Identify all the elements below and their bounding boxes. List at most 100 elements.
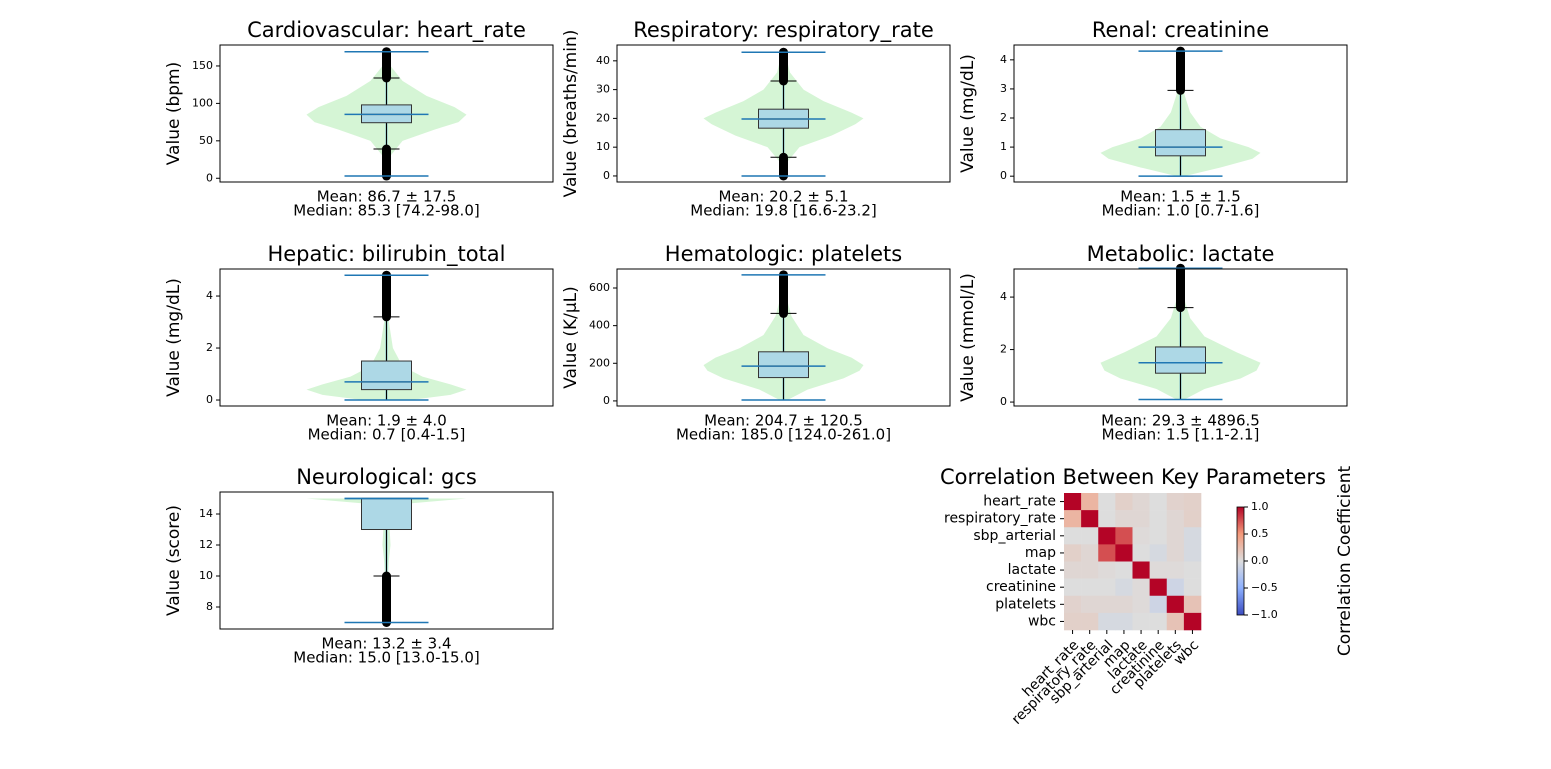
- heatmap-cell: [1183, 510, 1202, 528]
- violin-half: [1100, 51, 1181, 177]
- heatmap-cell: [1166, 527, 1185, 545]
- stat-annotation: Mean: 86.7 ± 17.5: [317, 188, 457, 206]
- heatmap-cell: [1064, 578, 1082, 597]
- heatmap-cell: [1098, 493, 1116, 511]
- y-tick-label: 100: [192, 96, 213, 109]
- y-tick-label: 8: [206, 600, 213, 613]
- heatmap-cell: [1115, 544, 1133, 562]
- heatmap-cell: [1149, 561, 1168, 579]
- stat-annotation: Mean: 29.3 ± 4896.5: [1101, 412, 1260, 430]
- heatmap-cell: [1149, 544, 1168, 562]
- stat-annotation: Median: 185.0 [124.0-261.0]: [676, 426, 891, 444]
- heatmap-cell: [1115, 595, 1133, 614]
- violin-half: [783, 52, 864, 176]
- heatmap-cell: [1081, 544, 1099, 562]
- stat-annotation: Mean: 1.5 ± 1.5: [1120, 188, 1241, 206]
- heatmap-cell: [1081, 578, 1099, 597]
- y-tick-label: 50: [199, 134, 213, 147]
- heatmap-cell: [1081, 595, 1099, 614]
- y-tick-label: 0: [206, 393, 213, 406]
- heatmap-cell: [1115, 510, 1133, 528]
- heatmap-cell: [1183, 544, 1202, 562]
- colorbar: [1236, 506, 1245, 616]
- y-tick-label: 0: [1000, 395, 1007, 408]
- heatmap-cell: [1149, 493, 1168, 511]
- panel-title: Respiratory: respiratory_rate: [633, 18, 934, 43]
- y-tick-label: 150: [192, 59, 213, 72]
- heatmap-cell: [1132, 612, 1150, 631]
- y-tick-label: 40: [596, 54, 610, 67]
- stat-annotation: Mean: 13.2 ± 3.4: [321, 635, 451, 653]
- y-tick-label: 200: [589, 356, 610, 369]
- heatmap-cell: [1098, 544, 1116, 562]
- heatmap-cell: [1098, 561, 1116, 579]
- heatmap-cell: [1166, 578, 1185, 597]
- row-label: map: [1025, 545, 1056, 561]
- y-tick-label: 12: [199, 538, 213, 551]
- y-axis-label: Value (mg/dL): [164, 278, 184, 397]
- y-tick-label: 1: [1000, 140, 1007, 153]
- row-label: platelets: [995, 596, 1056, 612]
- heatmap-cell: [1166, 612, 1185, 631]
- stat-annotation: Median: 1.0 [0.7-1.6]: [1102, 202, 1260, 220]
- stat-annotation: Mean: 20.2 ± 5.1: [718, 188, 848, 206]
- heatmap-cell: [1081, 527, 1099, 545]
- heatmap-cell: [1081, 612, 1099, 631]
- heatmap-cell: [1166, 595, 1185, 614]
- heatmap-cell: [1166, 510, 1185, 528]
- stat-annotation: Median: 15.0 [13.0-15.0]: [293, 649, 479, 667]
- violin-half: [783, 274, 864, 400]
- heatmap-cell: [1132, 544, 1150, 562]
- stat-annotation: Mean: 204.7 ± 120.5: [704, 412, 863, 430]
- violin-half: [1180, 268, 1261, 400]
- heatmap-cell: [1098, 612, 1116, 631]
- box: [1155, 129, 1206, 157]
- heatmap-cell: [1115, 578, 1133, 597]
- heatmap-cell: [1183, 612, 1202, 631]
- plot-frame: [219, 268, 554, 407]
- heatmap-cell: [1183, 561, 1202, 579]
- y-axis-label: Value (mmol/L): [958, 273, 978, 402]
- panel-title: Metabolic: lactate: [1087, 242, 1275, 266]
- heatmap-cell: [1166, 561, 1185, 579]
- panel-title: Cardiovascular: heart_rate: [247, 18, 526, 43]
- panel-title: Renal: creatinine: [1092, 18, 1269, 42]
- colorbar-tick-label: −1.0: [1251, 608, 1278, 621]
- y-tick-label: 10: [199, 569, 213, 582]
- heatmap-cell: [1166, 493, 1185, 511]
- violin-half: [703, 52, 784, 176]
- stat-annotation: Median: 19.8 [16.6-23.2]: [690, 202, 876, 220]
- heatmap-cell: [1064, 561, 1082, 579]
- plot-frame: [616, 268, 951, 407]
- plot-frame: [219, 491, 554, 630]
- plot-frame: [616, 44, 951, 183]
- heatmap-cell: [1183, 493, 1202, 511]
- heatmap-cell: [1115, 612, 1133, 631]
- heatmap-cell: [1064, 493, 1082, 511]
- plot-frame: [1013, 44, 1348, 183]
- stat-annotation: Median: 1.5 [1.1-2.1]: [1102, 426, 1260, 444]
- heatmap-cell: [1064, 544, 1082, 562]
- colorbar-tick-label: −0.5: [1251, 581, 1278, 594]
- y-tick-label: 2: [1000, 111, 1007, 124]
- heatmap-cell: [1183, 595, 1202, 614]
- y-tick-label: 30: [596, 83, 610, 96]
- y-axis-label: Value (breaths/min): [561, 30, 581, 198]
- heatmap-cell: [1132, 578, 1150, 597]
- row-label: respiratory_rate: [944, 511, 1056, 527]
- y-tick-label: 0: [603, 169, 610, 182]
- heatmap-cell: [1115, 561, 1133, 579]
- y-tick-label: 400: [589, 319, 610, 332]
- heatmap-cell: [1115, 493, 1133, 511]
- y-tick-label: 20: [596, 111, 610, 124]
- y-axis-label: Value (mg/dL): [958, 54, 978, 173]
- heatmap-cell: [1098, 510, 1116, 528]
- colorbar-label: Correlation Coefficient: [1335, 466, 1355, 657]
- heatmap-cell: [1149, 527, 1168, 545]
- y-tick-label: 600: [589, 281, 610, 294]
- heatmap-cell: [1132, 527, 1150, 545]
- y-tick-label: 10: [596, 140, 610, 153]
- box: [758, 351, 809, 379]
- y-tick-label: 4: [1000, 53, 1007, 66]
